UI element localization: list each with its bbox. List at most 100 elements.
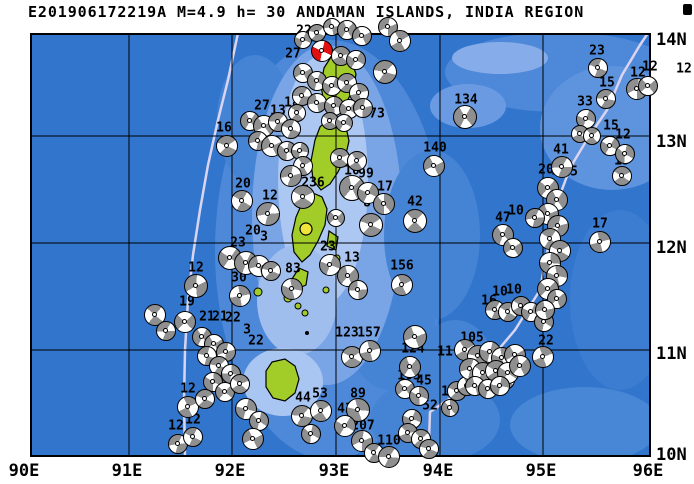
event-depth-label: 15	[603, 118, 619, 134]
bathymetry-patch	[510, 387, 651, 457]
event-depth-label: 3	[260, 229, 268, 245]
focal-mechanism-beachball	[441, 399, 459, 417]
focal-mechanism-beachball	[184, 274, 208, 298]
event-depth-label: 27	[285, 46, 301, 62]
event-depth-label: 13	[344, 250, 360, 266]
event-depth-label: 21	[212, 309, 228, 325]
islet-shape	[322, 286, 330, 294]
lat-axis-label: 13N	[656, 132, 687, 152]
focal-mechanism-beachball	[281, 278, 303, 300]
event-depth-label: 10	[492, 284, 508, 300]
event-depth-label: 3	[243, 322, 251, 338]
focal-mechanism-beachball	[399, 356, 421, 378]
event-depth-label: 45	[416, 373, 432, 389]
focal-mechanism-beachball	[503, 238, 523, 258]
focal-mechanism-beachball	[291, 185, 315, 209]
focal-mechanism-beachball	[352, 26, 372, 46]
focal-mechanism-beachball	[195, 389, 215, 409]
focal-mechanism-beachball	[347, 151, 367, 171]
focal-mechanism-beachball	[229, 285, 251, 307]
event-depth-label: 157	[357, 325, 381, 341]
focal-mechanism-beachball	[174, 311, 196, 333]
focal-mechanism-beachball	[403, 325, 427, 349]
fault-line	[182, 33, 240, 457]
event-depth-label: 12	[168, 418, 184, 434]
event-depth-label: 134	[454, 92, 478, 108]
event-depth-label: 89	[350, 386, 366, 402]
event-depth-label: 27	[254, 98, 270, 114]
focal-mechanism-beachball	[391, 274, 413, 296]
event-depth-label: 17	[592, 216, 608, 232]
focal-mechanism-beachball	[335, 114, 353, 132]
map-dot	[305, 331, 309, 335]
bathymetry-patch	[452, 42, 548, 74]
event-depth-label: 47	[495, 210, 511, 226]
focal-mechanism-beachball	[183, 427, 203, 447]
event-depth-label: 12	[676, 61, 692, 77]
lon-axis-label: 90E	[8, 461, 40, 481]
focal-mechanism-beachball	[588, 58, 608, 78]
event-depth-label: 12	[262, 188, 278, 204]
event-depth-label: 73	[369, 106, 385, 122]
event-depth-label: 41	[553, 142, 569, 158]
focal-mechanism-beachball	[348, 280, 368, 300]
focal-mechanism-beachball	[327, 209, 345, 227]
event-depth-label: 12	[642, 59, 658, 75]
event-depth-label: 156	[390, 258, 414, 274]
focal-mechanism-beachball	[409, 386, 429, 406]
event-depth-label: 12	[180, 381, 196, 397]
event-depth-label: 17	[377, 179, 393, 195]
lon-axis-label: 95E	[525, 461, 557, 481]
event-depth-label: 83	[285, 261, 301, 277]
focal-mechanism-beachball	[281, 119, 301, 139]
event-depth-label: 123	[335, 325, 359, 341]
event-depth-label: 99	[358, 166, 374, 182]
event-depth-label: 53	[312, 386, 328, 402]
focal-mechanism-beachball	[242, 428, 264, 450]
event-depth-label: 22	[538, 333, 554, 349]
event-depth-label: 12	[615, 127, 631, 143]
focal-mechanism-beachball	[509, 355, 531, 377]
lat-axis-label: 11N	[656, 344, 687, 364]
event-depth-label: 21	[199, 309, 215, 325]
highlight-dot	[299, 222, 313, 236]
lon-axis-label: 96E	[632, 461, 664, 481]
focal-mechanism-beachball	[319, 254, 341, 276]
event-depth-label: 22	[248, 333, 264, 349]
focal-mechanism-beachball	[346, 50, 366, 70]
focal-mechanism-beachball	[389, 30, 411, 52]
event-depth-label: 42	[407, 194, 423, 210]
focal-mechanism-beachball	[156, 321, 176, 341]
focal-mechanism-beachball	[373, 60, 397, 84]
event-depth-label: 12	[188, 260, 204, 276]
focal-mechanism-beachball	[144, 304, 166, 326]
focal-mechanism-beachball	[535, 300, 555, 320]
lon-axis-label: 92E	[214, 461, 246, 481]
focal-mechanism-beachball	[615, 144, 635, 164]
focal-mechanism-beachball	[359, 340, 381, 362]
event-depth-label: 110	[377, 433, 401, 449]
event-depth-label: 22	[225, 310, 241, 326]
event-depth-label: 20	[245, 223, 261, 239]
focal-mechanism-beachball	[256, 202, 280, 226]
focal-mechanism-beachball	[423, 155, 445, 177]
focal-mechanism-beachball	[334, 415, 356, 437]
bathymetry-patch	[570, 210, 651, 390]
islet-shape	[294, 302, 302, 310]
event-depth-label: 207	[351, 418, 375, 434]
focal-mechanism-beachball	[280, 165, 302, 187]
focal-mechanism-beachball	[589, 231, 611, 253]
event-depth-label: 23	[320, 239, 336, 255]
focal-mechanism-beachball	[525, 208, 545, 228]
lon-axis-label: 91E	[111, 461, 143, 481]
event-depth-label: 33	[577, 94, 593, 110]
focal-mechanism-beachball	[353, 98, 373, 118]
focal-mechanism-beachball	[378, 446, 400, 468]
focal-mechanism-beachball	[346, 398, 370, 422]
event-depth-label: 15	[599, 75, 615, 91]
event-depth-label: 16	[216, 120, 232, 136]
lon-axis-label: 94E	[422, 461, 454, 481]
focal-mechanism-beachball	[330, 148, 350, 168]
event-depth-label: 20	[538, 162, 554, 178]
focal-mechanism-beachball	[453, 105, 477, 129]
